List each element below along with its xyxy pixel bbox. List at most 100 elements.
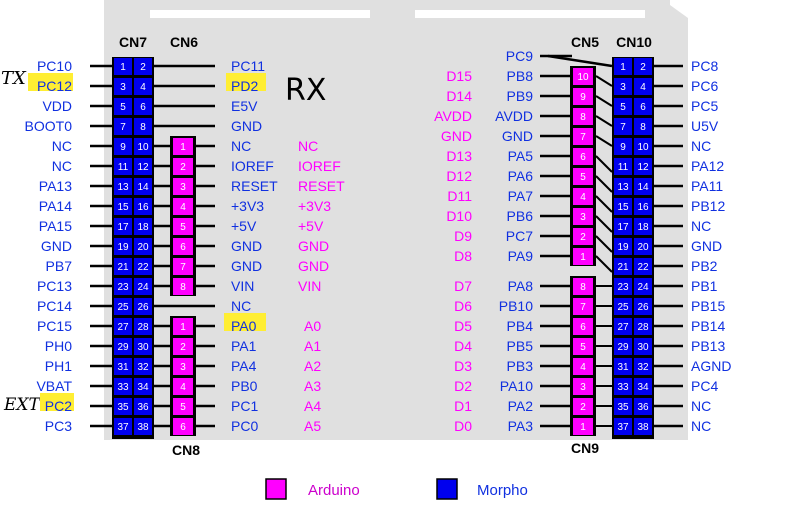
cn8-pin-number: 6 xyxy=(180,422,186,433)
cn10-inner-label: PA10 xyxy=(500,378,533,394)
cn7-pin-19 xyxy=(114,238,132,255)
cn9-arduino-label: D2 xyxy=(454,378,472,394)
cn5-title: CN5 xyxy=(571,34,599,50)
cn7-pin-number: 22 xyxy=(137,262,149,273)
cn9-pin-number: 6 xyxy=(580,322,586,333)
cn10-pin-7 xyxy=(614,118,632,135)
cn10-right-label: U5V xyxy=(691,118,719,134)
cn7-pin-1 xyxy=(114,58,132,75)
cn7-pin-number: 27 xyxy=(117,322,129,333)
cn7-left-label: PC12 xyxy=(37,78,72,94)
cn5-arduino-label: D9 xyxy=(454,228,472,244)
cn7-inner-label: +5V xyxy=(231,218,257,234)
cn9-pin-6 xyxy=(573,318,593,335)
cn7-pin-number: 38 xyxy=(137,422,149,433)
cn9-pin-number: 4 xyxy=(580,362,586,373)
cn7-pin-32 xyxy=(134,358,152,375)
cn7-inner-label: NC xyxy=(231,138,251,154)
cn10-pin-number: 28 xyxy=(637,322,649,333)
cn10-title: CN10 xyxy=(616,34,652,50)
cn10-inner-label: PB3 xyxy=(507,358,534,374)
cn10-pin-number: 24 xyxy=(637,282,649,293)
cn10-right-label: GND xyxy=(691,238,722,254)
cn10-pin-number: 34 xyxy=(637,382,649,393)
cn7-inner-label: IOREF xyxy=(231,158,274,174)
cn5-arduino-label: D10 xyxy=(446,208,472,224)
cn10-right-label: PB14 xyxy=(691,318,725,334)
cn7-left-label: PH0 xyxy=(45,338,72,354)
cn7-pin-33 xyxy=(114,378,132,395)
cn7-inner-label: GND xyxy=(231,238,262,254)
cn7-pin-number: 12 xyxy=(137,162,149,173)
cn6-pin-2 xyxy=(173,158,193,175)
cn8-pin-5 xyxy=(173,398,193,415)
cn7-pin-20 xyxy=(134,238,152,255)
legend-morpho-swatch xyxy=(436,478,458,500)
cn10-pin-number: 9 xyxy=(620,142,626,153)
legend-morpho-label: Morpho xyxy=(477,482,528,499)
board-top-slot-1 xyxy=(150,10,370,18)
cn7-pin-number: 14 xyxy=(137,182,149,193)
cn10-inner-label: AVDD xyxy=(495,108,533,124)
cn5-pin-9 xyxy=(573,88,593,105)
cn9-pin-2 xyxy=(573,398,593,415)
cn9-pin-5 xyxy=(573,338,593,355)
cn8-title: CN8 xyxy=(172,442,200,458)
cn7-pin-27 xyxy=(114,318,132,335)
cn10-right-label: PC4 xyxy=(691,378,718,394)
cn5-arduino-label: GND xyxy=(441,128,472,144)
cn7-pin-26 xyxy=(134,298,152,315)
cn9-arduino-label: D7 xyxy=(454,278,472,294)
cn9-pin-number: 2 xyxy=(580,402,586,413)
cn10-pin-20 xyxy=(634,238,652,255)
cn10-inner-label: PB8 xyxy=(507,68,534,84)
cn5-pin-number: 4 xyxy=(580,192,586,203)
cn8-pin-4 xyxy=(173,378,193,395)
cn5-pin-number: 10 xyxy=(577,72,589,83)
cn6-arduino-label: VIN xyxy=(298,278,321,294)
cn10-pin-number: 14 xyxy=(637,182,649,193)
cn10-right-label: PB1 xyxy=(691,278,718,294)
cn10-inner-label: PB6 xyxy=(507,208,534,224)
cn10-pin-34 xyxy=(634,378,652,395)
cn9-pin-number: 3 xyxy=(580,382,586,393)
cn8-pin-3 xyxy=(173,358,193,375)
cn10-pin-38 xyxy=(634,418,652,435)
cn8-arduino-label: A0 xyxy=(304,318,321,334)
cn7-pin-number: 26 xyxy=(137,302,149,313)
cn7-pin-number: 32 xyxy=(137,362,149,373)
cn7-pin-number: 20 xyxy=(137,242,149,253)
cn10-pin-number: 17 xyxy=(617,222,629,233)
cn10-inner-label: PA5 xyxy=(508,148,534,164)
cn7-left-label: NC xyxy=(52,138,72,154)
cn10-pin-13 xyxy=(614,178,632,195)
cn9-arduino-label: D6 xyxy=(454,298,472,314)
cn10-pin-35 xyxy=(614,398,632,415)
cn10-inner-label: PA7 xyxy=(508,188,534,204)
cn10-pin-21 xyxy=(614,258,632,275)
cn5-pin-6 xyxy=(573,148,593,165)
cn7-pin-37 xyxy=(114,418,132,435)
cn7-left-label: BOOT0 xyxy=(25,118,73,134)
cn8-arduino-label: A2 xyxy=(304,358,321,374)
cn9-pin-4 xyxy=(573,358,593,375)
cn10-pin-number: 35 xyxy=(617,402,629,413)
cn7-pin-14 xyxy=(134,178,152,195)
cn10-pin-2 xyxy=(634,58,652,75)
cn10-pin-number: 25 xyxy=(617,302,629,313)
cn10-pin-25 xyxy=(614,298,632,315)
cn5-to-cn10-lead xyxy=(595,215,613,233)
cn5-to-cn10-lead xyxy=(595,115,613,127)
cn7-pin-number: 34 xyxy=(137,382,149,393)
cn5-arduino-label: D15 xyxy=(446,68,472,84)
cn7-left-label: PC3 xyxy=(45,418,72,434)
cn5-to-cn10-lead xyxy=(595,255,613,273)
cn9-title: CN9 xyxy=(571,440,599,456)
cn9-arduino-label: D0 xyxy=(454,418,472,434)
cn10-right-label: PC5 xyxy=(691,98,718,114)
cn6-pin-5 xyxy=(173,218,193,235)
cn7-title: CN7 xyxy=(119,34,147,50)
cn10-pin-31 xyxy=(614,358,632,375)
cn7-inner-label: PC1 xyxy=(231,398,258,414)
cn9-arduino-label: D1 xyxy=(454,398,472,414)
